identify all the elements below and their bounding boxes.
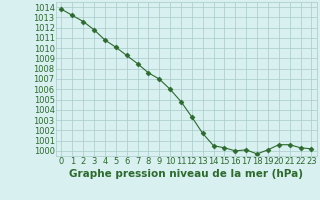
X-axis label: Graphe pression niveau de la mer (hPa): Graphe pression niveau de la mer (hPa): [69, 169, 303, 179]
